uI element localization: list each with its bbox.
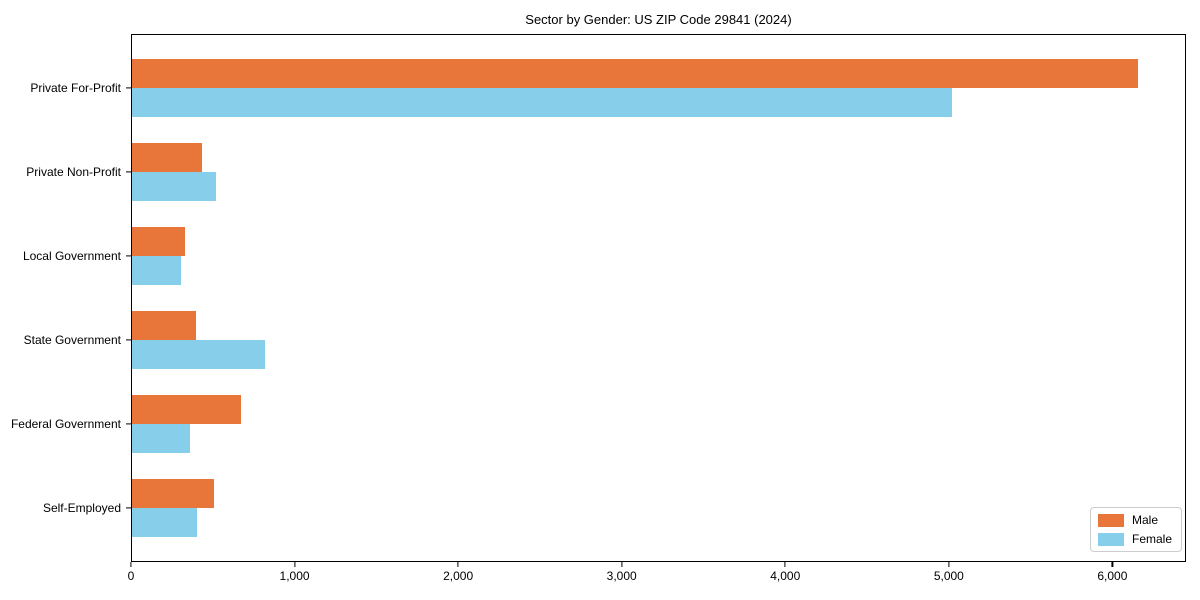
x-axis-label: 5,000 xyxy=(933,569,964,583)
x-axis-tick xyxy=(293,562,296,567)
y-axis-tick xyxy=(126,339,131,341)
y-axis-tick xyxy=(126,507,131,509)
x-axis-tick xyxy=(948,562,950,567)
bar-female xyxy=(132,88,952,117)
legend-label: Male xyxy=(1132,513,1159,527)
y-axis-label: Private For-Profit xyxy=(30,81,121,95)
bar-male xyxy=(132,311,196,340)
x-axis-label: 3,000 xyxy=(606,569,637,583)
y-axis-label: State Government xyxy=(23,333,121,347)
bar-male xyxy=(132,227,186,256)
x-axis-label: 0 xyxy=(127,569,135,583)
y-axis-tick xyxy=(126,423,131,425)
y-axis-label: Self-Employed xyxy=(42,501,121,515)
y-axis-label: Local Government xyxy=(22,249,121,263)
bar-female xyxy=(132,424,191,453)
legend-entry: Male xyxy=(1098,513,1172,527)
legend-swatch-female xyxy=(1098,532,1124,546)
x-axis-label: 4,000 xyxy=(770,569,801,583)
chart-title: Sector by Gender: US ZIP Code 29841 (202… xyxy=(525,12,792,27)
x-axis-label: 1,000 xyxy=(279,569,310,583)
legend-entry: Female xyxy=(1098,532,1172,546)
y-axis-tick xyxy=(126,255,131,257)
legend: Male Female xyxy=(1090,507,1183,552)
x-axis-tick xyxy=(621,562,623,567)
plot-area xyxy=(131,34,1186,562)
y-axis-tick xyxy=(126,171,131,173)
x-axis-tick xyxy=(784,562,786,567)
bar-female xyxy=(132,172,217,201)
y-axis-tick xyxy=(126,87,131,89)
legend-swatch-male xyxy=(1098,513,1124,527)
x-axis-tick xyxy=(457,562,459,567)
bar-male xyxy=(132,395,241,424)
bar-female xyxy=(132,340,265,369)
x-axis-label: 2,000 xyxy=(443,569,474,583)
bar-female xyxy=(132,256,182,285)
y-axis-label: Private Non-Profit xyxy=(26,165,121,179)
y-axis-label: Federal Government xyxy=(10,417,121,431)
bar-male xyxy=(132,143,203,172)
x-axis-tick xyxy=(1111,562,1113,567)
x-axis-tick xyxy=(130,562,132,567)
bar-male xyxy=(132,479,214,508)
bar-male xyxy=(132,59,1138,88)
bar-female xyxy=(132,508,197,537)
x-axis-label: 6,000 xyxy=(1097,569,1128,583)
legend-label: Female xyxy=(1132,532,1173,546)
